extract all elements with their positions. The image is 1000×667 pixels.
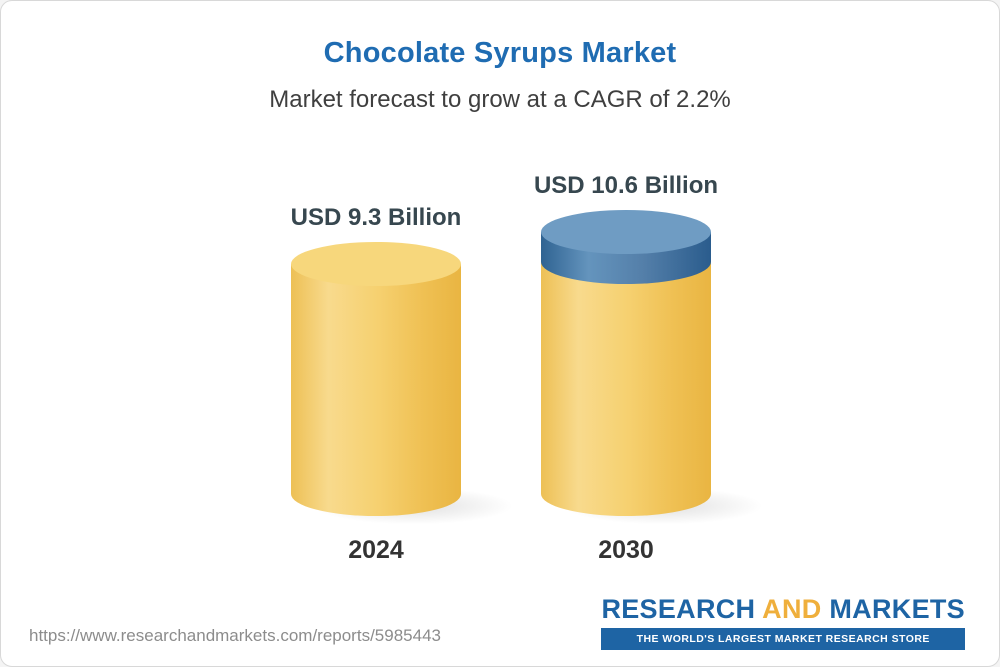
- cylinder-top: [541, 210, 711, 254]
- footer: https://www.researchandmarkets.com/repor…: [29, 596, 965, 650]
- page-subtitle: Market forecast to grow at a CAGR of 2.2…: [269, 86, 731, 113]
- research-and-markets-logo: RESEARCH AND MARKETS THE WORLD'S LARGEST…: [601, 596, 965, 650]
- logo-word-research: RESEARCH: [601, 594, 756, 624]
- bar-2030: USD 10.6 Billion 2030: [501, 135, 771, 565]
- cylinder-2030: [541, 210, 771, 526]
- logo-text: RESEARCH AND MARKETS: [601, 596, 965, 623]
- value-label-2024: USD 9.3 Billion: [290, 204, 462, 231]
- bar-2024: USD 9.3 Billion 2024: [251, 135, 521, 565]
- logo-tagline: THE WORLD'S LARGEST MARKET RESEARCH STOR…: [601, 628, 965, 650]
- page-title: Chocolate Syrups Market: [323, 37, 677, 69]
- value-label-2030: USD 10.6 Billion: [533, 172, 719, 199]
- logo-word-and: AND: [762, 594, 822, 624]
- year-label-2024: 2024: [348, 536, 404, 564]
- bar-chart: USD 9.3 Billion 2024 USD 10.6 Billion 20…: [1, 135, 999, 565]
- year-label-2030: 2030: [598, 536, 654, 564]
- cylinder-2024: [291, 242, 521, 526]
- report-url-link[interactable]: https://www.researchandmarkets.com/repor…: [29, 626, 441, 645]
- cylinder-top: [291, 242, 461, 286]
- cylinder-body: [291, 264, 461, 516]
- logo-word-markets: MARKETS: [829, 594, 965, 624]
